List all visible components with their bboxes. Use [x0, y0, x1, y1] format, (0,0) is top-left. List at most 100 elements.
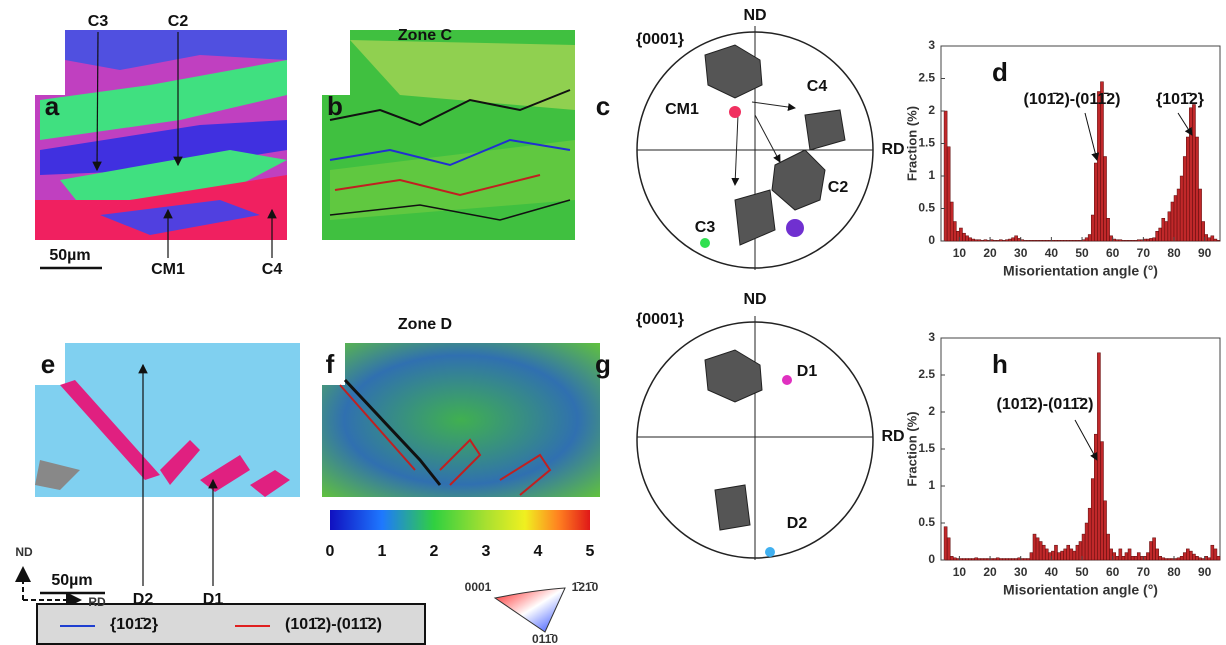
panel-letter: d [992, 57, 1008, 87]
bar [947, 538, 950, 560]
bar [1088, 235, 1091, 242]
bar [1015, 236, 1018, 241]
bar [1024, 559, 1027, 560]
colorbar-tick-label: 1 [378, 543, 387, 560]
bar [1039, 542, 1042, 561]
x-tick-label: 10 [953, 565, 967, 579]
bar [1064, 240, 1067, 241]
x-tick-label: 90 [1198, 565, 1212, 579]
bar [1042, 240, 1045, 241]
bar [1012, 559, 1015, 560]
bar [1159, 556, 1162, 560]
bar [984, 240, 987, 241]
ebsd-map-b [322, 30, 575, 240]
bar [972, 239, 975, 241]
bar [1073, 551, 1076, 560]
bar [1177, 189, 1180, 241]
bar [1119, 240, 1122, 241]
y-tick-label: 0 [928, 552, 935, 566]
panel-letter: h [992, 349, 1008, 379]
bar [1054, 240, 1057, 241]
bar [1134, 240, 1137, 241]
legend-label: {101̄2} [110, 616, 158, 633]
figure: a C3 C2 CM1 C4 50µm b Zone C c {0001} ND… [0, 0, 1226, 645]
x-tick-label: 20 [983, 246, 997, 260]
bar [978, 240, 981, 241]
rd-label: RD [88, 595, 106, 609]
bar [1045, 549, 1048, 560]
x-tick-label: 40 [1045, 565, 1059, 579]
bar [993, 240, 996, 241]
bar [1183, 553, 1186, 560]
bar [999, 559, 1002, 560]
bar [1027, 240, 1030, 241]
x-tick-label: 60 [1106, 565, 1120, 579]
nd-label: ND [743, 291, 766, 308]
bar [1088, 508, 1091, 560]
ebsd-map-e [35, 343, 300, 497]
bar [1085, 523, 1088, 560]
bar [1137, 553, 1140, 560]
bar [1058, 240, 1061, 241]
label: C3 [88, 13, 109, 30]
bar [1189, 551, 1192, 560]
bar [1128, 549, 1131, 560]
bar [1134, 556, 1137, 560]
ebsd-map-a [35, 30, 287, 240]
bar [1094, 163, 1097, 241]
bar [1125, 240, 1128, 241]
bar [1171, 202, 1174, 241]
label: D1 [203, 591, 224, 608]
bar [1015, 559, 1018, 560]
label: D2 [787, 515, 808, 532]
bar [1002, 240, 1005, 241]
y-tick-label: 1.5 [918, 136, 935, 150]
y-tick-label: 0.5 [918, 201, 935, 215]
label: CM1 [151, 261, 185, 278]
annotation: (101̄2)-(011̄2) [1024, 91, 1121, 108]
colorbar-tick-label: 4 [534, 543, 543, 560]
bar [1070, 549, 1073, 560]
y-axis-label: Fraction (%) [904, 106, 919, 181]
bar [950, 556, 953, 560]
annotation-arrow [1075, 420, 1097, 460]
bar [1137, 240, 1140, 241]
bar [1217, 240, 1220, 241]
colorbar-tick-label: 2 [430, 543, 439, 560]
bar [1119, 549, 1122, 560]
bar [1131, 556, 1134, 560]
x-axis-label: Misorientation angle (°) [1003, 582, 1158, 598]
annotation-arrow [1085, 113, 1097, 160]
panel-letter: b [327, 91, 343, 121]
bar [1165, 559, 1168, 560]
bar [1199, 189, 1202, 241]
x-tick-label: 70 [1137, 565, 1151, 579]
bar [1116, 240, 1119, 241]
label: C3 [695, 219, 716, 236]
bar [1162, 558, 1165, 560]
y-tick-label: 3 [928, 330, 935, 344]
bar [953, 222, 956, 242]
bar [1195, 137, 1198, 241]
bar [1128, 240, 1131, 241]
panel-letter: c [596, 91, 610, 121]
bar [1070, 240, 1073, 241]
x-tick-label: 60 [1106, 246, 1120, 260]
y-tick-label: 1 [928, 478, 935, 492]
scale-label: 50µm [49, 247, 90, 264]
bar [1067, 240, 1070, 241]
bar [1146, 553, 1149, 560]
colorbar [330, 510, 590, 530]
bar [944, 527, 947, 560]
bar [966, 236, 969, 241]
bar [1103, 157, 1106, 242]
zone-title: Zone C [398, 27, 453, 44]
bar [1183, 157, 1186, 242]
bar [981, 559, 984, 560]
x-tick-label: 50 [1075, 565, 1089, 579]
bar [1180, 176, 1183, 241]
x-tick-label: 20 [983, 565, 997, 579]
bar [1036, 240, 1039, 241]
bar [978, 559, 981, 560]
bar [1076, 545, 1079, 560]
